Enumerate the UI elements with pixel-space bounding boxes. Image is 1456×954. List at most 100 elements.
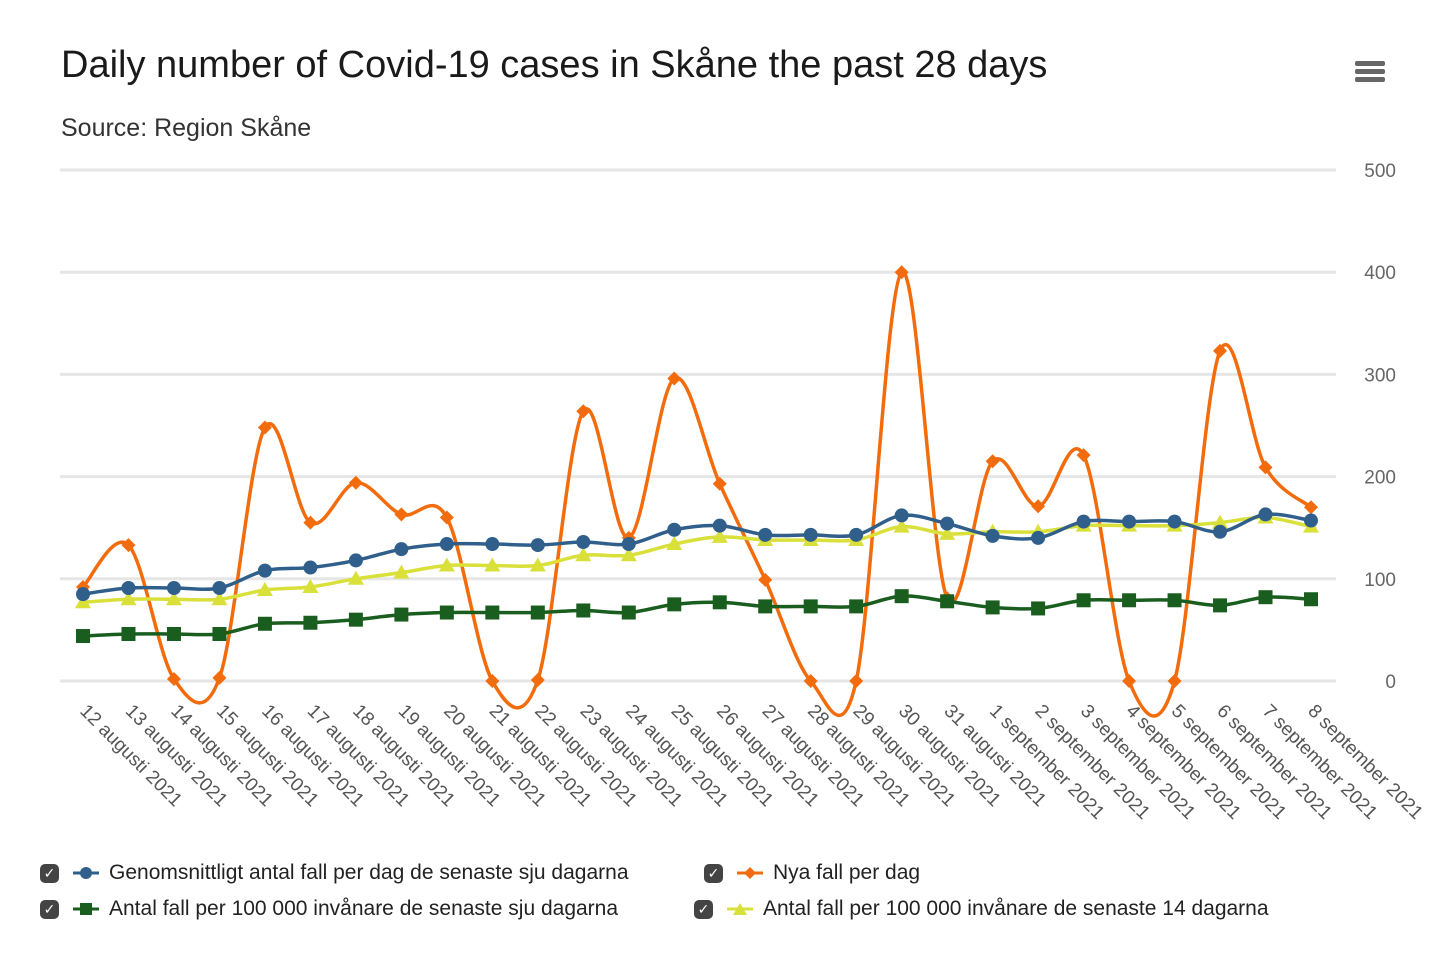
data-point[interactable] (1122, 674, 1137, 688)
data-point[interactable] (576, 535, 591, 550)
data-point[interactable] (1213, 524, 1228, 539)
checkbox-checked-icon[interactable]: ✓ (704, 863, 723, 883)
data-point[interactable] (939, 525, 956, 540)
data-point[interactable] (1304, 500, 1318, 515)
data-point[interactable] (985, 454, 1000, 469)
data-point[interactable] (803, 674, 818, 688)
data-point[interactable] (712, 595, 727, 610)
data-point[interactable] (211, 591, 228, 606)
data-point[interactable] (165, 591, 182, 606)
data-point[interactable] (303, 515, 318, 530)
data-point[interactable] (1167, 674, 1182, 688)
data-point[interactable] (1076, 448, 1091, 463)
data-point[interactable] (348, 553, 363, 568)
data-point[interactable] (76, 629, 90, 644)
data-point[interactable] (758, 572, 773, 587)
data-point[interactable] (303, 560, 318, 575)
data-point[interactable] (256, 582, 273, 597)
data-point[interactable] (394, 542, 409, 557)
data-point[interactable] (1304, 513, 1318, 528)
data-point[interactable] (758, 527, 773, 542)
data-point[interactable] (620, 547, 637, 562)
checkbox-checked-icon[interactable]: ✓ (40, 863, 59, 883)
data-point[interactable] (667, 597, 682, 612)
data-point[interactable] (849, 527, 864, 542)
legend-item-new-cases[interactable]: ✓ Nya fall per dag (704, 861, 920, 885)
legend-item-per-100k-7d[interactable]: ✓ Antal fall per 100 000 invånare de sen… (40, 897, 618, 921)
data-point[interactable] (439, 510, 454, 525)
data-point[interactable] (666, 536, 683, 551)
data-point[interactable] (1076, 593, 1091, 608)
data-point[interactable] (485, 537, 500, 552)
data-point[interactable] (621, 537, 636, 552)
data-point[interactable] (1076, 514, 1091, 529)
data-point[interactable] (576, 603, 591, 618)
data-point[interactable] (667, 522, 682, 537)
data-point[interactable] (212, 626, 227, 641)
data-point[interactable] (1167, 514, 1182, 529)
data-point[interactable] (347, 570, 364, 585)
data-point[interactable] (1122, 593, 1137, 608)
data-point[interactable] (302, 578, 319, 593)
data-point[interactable] (348, 475, 363, 490)
data-point[interactable] (394, 607, 409, 622)
data-point[interactable] (121, 580, 136, 595)
data-point[interactable] (1122, 514, 1137, 529)
legend-item-per-100k-14d[interactable]: ✓ Antal fall per 100 000 invånare de sen… (694, 897, 1269, 921)
data-point[interactable] (621, 605, 636, 620)
checkbox-checked-icon[interactable]: ✓ (694, 899, 713, 919)
data-point[interactable] (121, 626, 136, 641)
data-point[interactable] (166, 580, 181, 595)
data-point[interactable] (712, 518, 727, 533)
data-point[interactable] (894, 508, 909, 523)
data-point[interactable] (893, 518, 910, 533)
data-point[interactable] (484, 557, 501, 572)
data-point[interactable] (940, 594, 955, 609)
data-point[interactable] (894, 589, 909, 604)
data-point[interactable] (575, 547, 592, 562)
checkbox-checked-icon[interactable]: ✓ (40, 899, 59, 919)
data-point[interactable] (485, 605, 500, 620)
data-point[interactable] (803, 527, 818, 542)
data-point[interactable] (1213, 598, 1228, 613)
legend-item-avg-per-day[interactable]: ✓ Genomsnittligt antal fall per dag de s… (40, 861, 629, 885)
data-point[interactable] (121, 538, 136, 553)
data-point[interactable] (1304, 592, 1318, 607)
data-point[interactable] (940, 516, 955, 531)
data-point[interactable] (712, 476, 727, 491)
data-point[interactable] (529, 557, 546, 572)
data-point[interactable] (1213, 343, 1228, 358)
data-point[interactable] (1031, 499, 1046, 514)
data-point[interactable] (166, 626, 181, 641)
data-point[interactable] (803, 599, 818, 614)
data-point[interactable] (849, 674, 864, 688)
hamburger-menu-icon[interactable] (1350, 58, 1390, 98)
data-point[interactable] (120, 591, 137, 606)
data-point[interactable] (166, 671, 181, 686)
data-point[interactable] (576, 404, 591, 419)
data-point[interactable] (348, 612, 363, 627)
data-point[interactable] (393, 564, 410, 579)
data-point[interactable] (894, 265, 909, 280)
data-point[interactable] (212, 580, 227, 595)
data-point[interactable] (667, 371, 682, 386)
data-point[interactable] (212, 670, 227, 685)
data-point[interactable] (985, 528, 1000, 543)
data-point[interactable] (1258, 460, 1273, 475)
data-point[interactable] (530, 605, 545, 620)
data-point[interactable] (485, 674, 500, 688)
data-point[interactable] (1167, 593, 1182, 608)
data-point[interactable] (439, 605, 454, 620)
data-point[interactable] (985, 600, 1000, 615)
data-point[interactable] (758, 599, 773, 614)
data-point[interactable] (530, 672, 545, 687)
data-point[interactable] (76, 587, 90, 602)
data-point[interactable] (75, 594, 91, 609)
data-point[interactable] (394, 507, 409, 522)
data-point[interactable] (1031, 601, 1046, 616)
data-point[interactable] (849, 599, 864, 614)
data-point[interactable] (257, 420, 272, 435)
data-point[interactable] (303, 615, 318, 630)
data-point[interactable] (1212, 514, 1229, 529)
data-point[interactable] (439, 537, 454, 552)
